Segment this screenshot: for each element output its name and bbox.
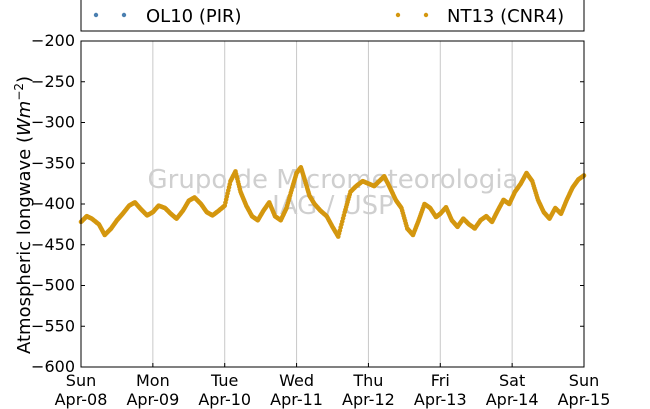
legend: OL10 (PIR) NT13 (CNR4) bbox=[80, 0, 585, 32]
legend-marker-ol10-2 bbox=[121, 12, 127, 18]
x-axis: SunApr-08MonApr-09TueApr-10WedApr-11ThuA… bbox=[55, 363, 611, 409]
x-tick-label-date: Apr-09 bbox=[126, 390, 179, 409]
grid bbox=[152, 41, 513, 367]
watermark-line-1: Grupo de Micrometeorologia bbox=[148, 165, 519, 195]
y-tick-label: −350 bbox=[31, 153, 75, 172]
x-tick-label-day: Sun bbox=[569, 371, 599, 390]
legend-marker-nt13 bbox=[395, 12, 401, 18]
x-tick-label-date: Apr-11 bbox=[270, 390, 323, 409]
x-tick-label-date: Apr-12 bbox=[342, 390, 395, 409]
y-axis-label-exponent: −2 bbox=[12, 83, 26, 101]
y-tick-label: −500 bbox=[31, 276, 75, 295]
x-tick-label-day: Tue bbox=[210, 371, 238, 390]
x-tick-label-date: Apr-13 bbox=[414, 390, 467, 409]
y-tick-label: −250 bbox=[31, 72, 75, 91]
legend-entry-ol10: OL10 (PIR) bbox=[93, 6, 242, 27]
x-tick-label-day: Sun bbox=[66, 371, 96, 390]
x-tick-label-date: Apr-15 bbox=[558, 390, 611, 409]
legend-frame bbox=[80, 0, 585, 32]
y-tick-label: −300 bbox=[31, 113, 75, 132]
x-tick-label-day: Sat bbox=[499, 371, 525, 390]
y-axis: −200 −250 −300 −350 −400 −450 −500 −550 −600 bbox=[31, 31, 584, 376]
y-axis-label: Atmospheric longwave (Wm−2) bbox=[12, 76, 35, 354]
legend-label-ol10: OL10 (PIR) bbox=[146, 6, 242, 27]
x-tick-label-day: Fri bbox=[431, 371, 450, 390]
y-tick-label: −450 bbox=[31, 235, 75, 254]
x-tick-label-day: Mon bbox=[136, 371, 170, 390]
x-tick-label-date: Apr-10 bbox=[198, 390, 251, 409]
y-tick-label: −600 bbox=[31, 357, 75, 376]
watermark: Grupo de Micrometeorologia IAG / USP bbox=[148, 165, 519, 221]
x-tick-label-day: Wed bbox=[279, 371, 314, 390]
y-tick-label: −400 bbox=[31, 194, 75, 213]
y-tick-label: −550 bbox=[31, 316, 75, 335]
legend-marker-ol10 bbox=[93, 12, 99, 18]
watermark-line-2: IAG / USP bbox=[272, 191, 394, 221]
y-tick-label: −200 bbox=[31, 31, 75, 50]
y-axis-label-unit: Wm bbox=[14, 101, 35, 136]
data-points bbox=[78, 165, 587, 239]
x-tick-label-date: Apr-08 bbox=[55, 390, 108, 409]
y-axis-label-text: Atmospheric longwave ( bbox=[14, 136, 35, 354]
x-tick-label-date: Apr-14 bbox=[486, 390, 539, 409]
legend-entry-nt13: NT13 (CNR4) bbox=[395, 6, 564, 27]
legend-label-nt13: NT13 (CNR4) bbox=[447, 6, 564, 27]
y-axis-label-close: ) bbox=[14, 76, 35, 83]
legend-marker-nt13-2 bbox=[423, 12, 429, 18]
x-tick-label-day: Thu bbox=[352, 371, 383, 390]
